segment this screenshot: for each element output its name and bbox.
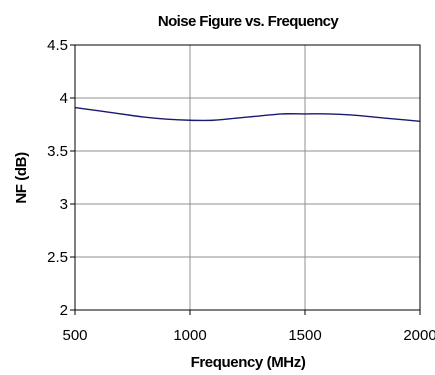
y-tick-label: 3 <box>60 196 68 213</box>
y-tick-label: 3.5 <box>47 143 68 160</box>
x-tick-label: 500 <box>62 327 87 344</box>
plot-frame <box>74 44 421 311</box>
y-tick-label: 2.5 <box>47 249 68 266</box>
grid <box>70 44 421 315</box>
series-group <box>74 106 421 123</box>
series-line-nf <box>74 106 421 123</box>
y-tick-label: 4.5 <box>47 37 68 54</box>
y-tick-label: 4 <box>60 90 68 107</box>
tick-labels: 2 2.5 3 3.5 4 4.5 500 1000 1500 2000 <box>47 37 435 344</box>
x-tick-label: 1000 <box>173 327 206 344</box>
y-axis-label: NF (dB) <box>13 152 30 204</box>
y-tick-label: 2 <box>60 302 68 319</box>
x-tick-label: 1500 <box>288 327 321 344</box>
x-tick-label: 2000 <box>403 327 435 344</box>
x-axis-label: Frequency (MHz) <box>191 354 306 371</box>
chart-title: Noise Figure vs. Frequency <box>158 13 340 30</box>
